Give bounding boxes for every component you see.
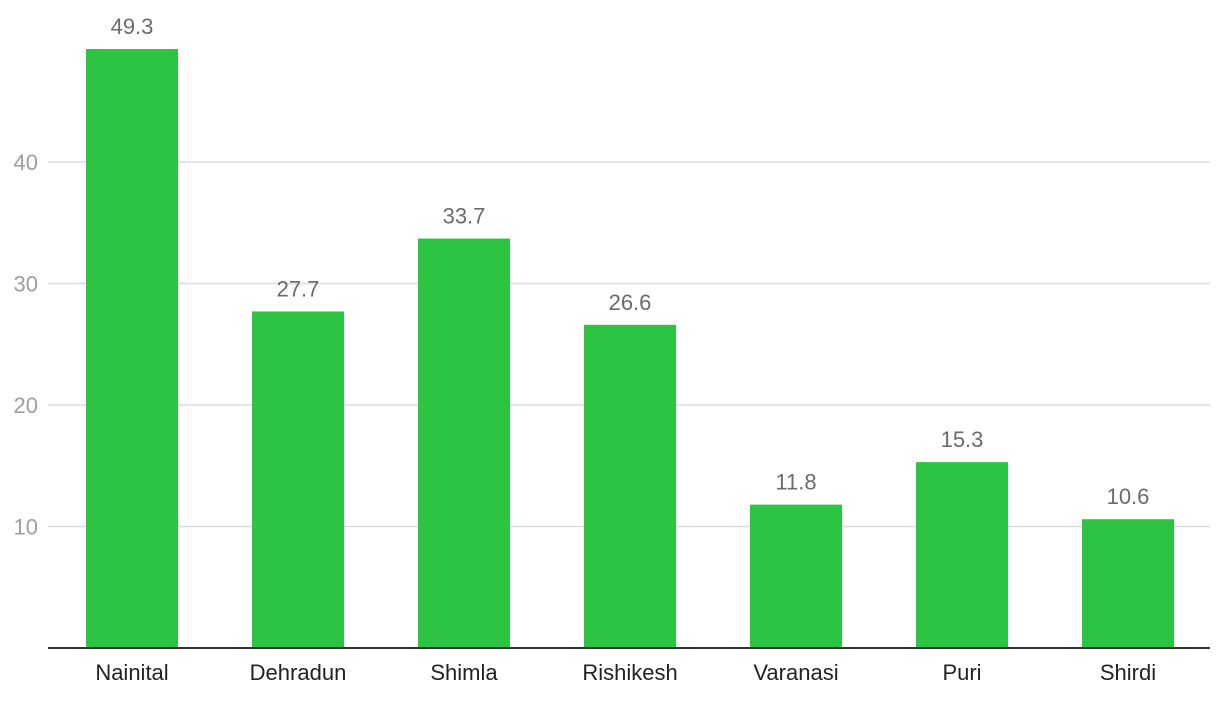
x-tick-label-nainital: Nainital <box>95 660 168 685</box>
value-label-varanasi: 11.8 <box>775 470 816 495</box>
x-tick-label-dehradun: Dehradun <box>250 660 347 685</box>
value-labels: 49.3 27.7 33.7 26.6 11.8 15.3 10.6 <box>111 14 1150 509</box>
x-tick-label-rishikesh: Rishikesh <box>582 660 677 685</box>
value-label-dehradun: 27.7 <box>277 276 320 301</box>
x-tick-label-shimla: Shimla <box>430 660 498 685</box>
value-label-shimla: 33.7 <box>443 204 486 229</box>
bar-rishikesh <box>584 324 676 648</box>
bars <box>86 49 1174 649</box>
value-label-nainital: 49.3 <box>111 14 154 39</box>
bar-puri <box>916 462 1008 648</box>
x-tick-label-puri: Puri <box>942 660 981 685</box>
y-tick-label: 40 <box>14 150 38 175</box>
bar-shirdi <box>1082 519 1174 648</box>
value-label-rishikesh: 26.6 <box>609 290 652 315</box>
bar-nainital <box>86 49 178 648</box>
y-axis-ticks: 10 20 30 40 <box>14 150 38 540</box>
x-tick-label-shirdi: Shirdi <box>1100 660 1156 685</box>
bar-dehradun <box>252 311 344 648</box>
value-label-shirdi: 10.6 <box>1107 484 1150 509</box>
x-axis-ticks: Nainital Dehradun Shimla Rishikesh Varanasi P… <box>95 660 1156 685</box>
y-tick-label: 20 <box>14 393 38 418</box>
y-tick-label: 10 <box>14 515 38 540</box>
bar-shimla <box>418 238 510 649</box>
y-tick-label: 30 <box>14 272 38 297</box>
x-tick-label-varanasi: Varanasi <box>753 660 838 685</box>
bar-varanasi <box>750 504 842 648</box>
value-label-puri: 15.3 <box>941 427 984 452</box>
